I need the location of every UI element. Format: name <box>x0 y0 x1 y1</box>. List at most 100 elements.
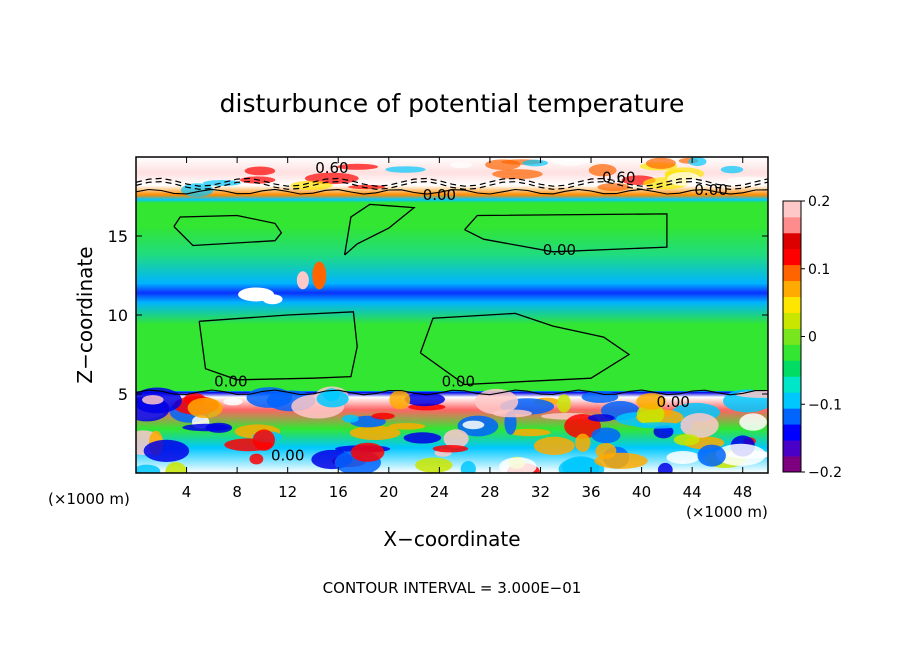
field-patch <box>223 398 243 406</box>
field-patch <box>449 162 473 169</box>
contour-line <box>173 214 283 247</box>
colorbar-segment <box>783 312 801 329</box>
field-patch <box>460 461 476 473</box>
field-patch <box>587 414 615 422</box>
field-patch <box>557 394 571 413</box>
x-tick-label: 20 <box>379 483 398 501</box>
field-patch <box>715 443 766 466</box>
contour-line <box>198 311 358 381</box>
contour-label: 0.00 <box>543 241 576 259</box>
y-tick-label: 15 <box>108 227 128 246</box>
field-patch <box>136 464 161 473</box>
x-tick-label: 36 <box>581 483 600 501</box>
colorbar-segment <box>783 424 801 441</box>
colorbar-segment <box>783 328 801 345</box>
field-patch <box>323 388 340 402</box>
field-patch <box>581 391 619 403</box>
field-patch <box>636 393 667 410</box>
contour-label: 0.00 <box>271 447 304 465</box>
x-tick-label: 32 <box>531 483 550 501</box>
x-tick-label: 48 <box>733 483 752 501</box>
colorbar-segment <box>783 296 801 313</box>
field-patch <box>673 434 700 446</box>
colorbar-segment <box>783 456 801 473</box>
field-patch <box>443 429 469 449</box>
field-patch <box>492 409 532 418</box>
field-patch <box>349 425 401 440</box>
colorbar-segment <box>783 264 801 282</box>
colorbar-tick-label: −0.2 <box>808 465 842 481</box>
plume-patch <box>262 294 283 305</box>
field-patch <box>182 423 231 432</box>
contour-label: 0.00 <box>656 393 689 411</box>
field-patch <box>533 436 575 455</box>
field-patch <box>562 456 600 473</box>
y-tick-label: 10 <box>108 306 128 325</box>
field-patch <box>680 413 719 438</box>
x-tick-label: 24 <box>430 483 449 501</box>
field-patch <box>575 433 591 452</box>
colorbar-tick-label: 0.1 <box>808 262 830 278</box>
field-patch <box>657 462 673 473</box>
field-patch <box>508 428 551 437</box>
contour-label: 0.60 <box>315 159 348 177</box>
field-patch <box>388 423 426 430</box>
x-tick-label: 8 <box>232 483 242 501</box>
contour-line <box>136 389 768 396</box>
colorbar-tick-label: 0 <box>808 330 817 346</box>
contour-line <box>464 213 668 253</box>
colorbar: 0.2 0.1 0 −0.1 −0.2 <box>782 194 842 481</box>
z-unit-label: (×1000 m) <box>48 490 130 508</box>
field-patterns <box>136 157 768 473</box>
field-patch <box>350 442 385 462</box>
field-patch <box>202 180 241 186</box>
x-tick-label: 28 <box>480 483 499 501</box>
dashed-contour <box>136 180 768 191</box>
y-tick-label: 5 <box>118 385 128 404</box>
field-patch <box>244 166 276 176</box>
field-patch <box>636 403 665 425</box>
colorbar-segment <box>783 344 801 361</box>
dashed-contour <box>136 177 768 187</box>
colorbar-segment <box>783 248 801 266</box>
field-patch <box>492 169 543 180</box>
field-patch <box>165 462 187 473</box>
field-patch <box>342 414 359 423</box>
field-patch <box>667 172 701 186</box>
contour-label: 0.00 <box>694 181 727 199</box>
field-patch <box>588 164 617 177</box>
contour-label: 0.00 <box>214 372 247 390</box>
colorbar-segment <box>783 408 801 425</box>
x-axis-ticks: 4 8 12 16 20 24 28 32 36 40 44 48 <box>182 157 752 501</box>
field-patch <box>389 390 411 410</box>
field-patch <box>403 432 442 444</box>
colorbar-tick-label: 0.2 <box>808 194 830 210</box>
field-patch <box>499 457 537 473</box>
field-patch <box>474 388 519 415</box>
contour-line <box>419 312 631 386</box>
field-patch <box>550 157 591 166</box>
field-patch <box>720 165 744 174</box>
field-patch <box>404 392 445 407</box>
y-axis-ticks: 5 10 15 <box>108 227 768 404</box>
field-patch <box>739 413 767 431</box>
chart-title: disturbunce of potential temperature <box>220 89 685 118</box>
field-patch <box>385 166 426 173</box>
field-patch <box>432 445 469 453</box>
field-patch <box>727 176 768 184</box>
field-patch <box>591 427 621 444</box>
field-patch <box>371 412 395 420</box>
field-patch <box>143 439 190 462</box>
field-patch <box>249 453 264 465</box>
x-tick-label: 4 <box>182 483 192 501</box>
x-tick-label: 16 <box>329 483 348 501</box>
field-patch <box>290 180 333 190</box>
colorbar-segment <box>783 376 801 393</box>
contour-labels: 0.60 0.60 0.00 0.00 0.00 0.00 0.00 0.00 0.00 <box>214 159 728 465</box>
contour-interval-footer: CONTOUR INTERVAL = 3.000E−01 <box>323 579 582 597</box>
x-axis-label: X−coordinate <box>383 527 520 551</box>
colorbar-tick-label: −0.1 <box>808 397 842 413</box>
contour-line <box>343 203 416 256</box>
